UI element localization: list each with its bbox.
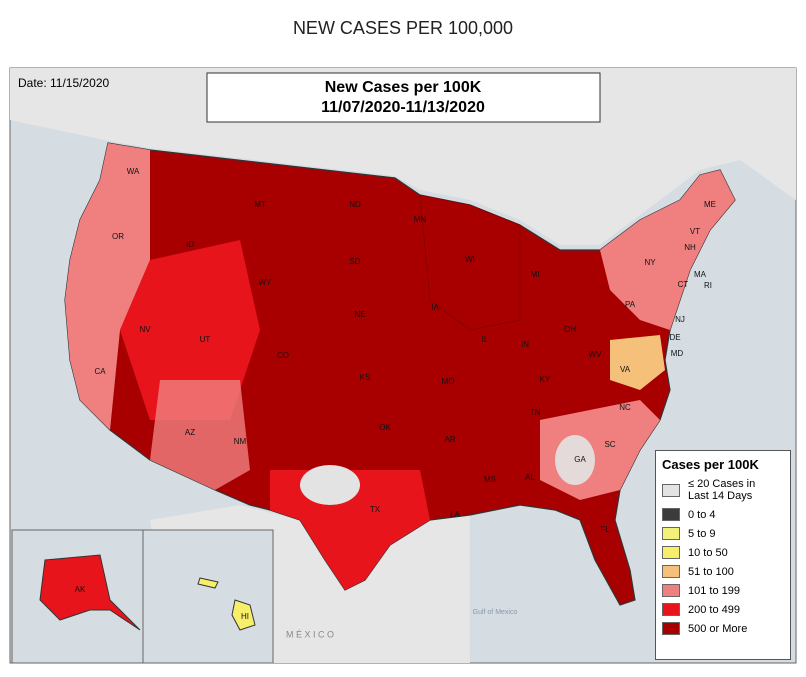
state-label: ID — [186, 240, 194, 249]
state-label: MT — [254, 200, 266, 209]
region-gray — [300, 465, 360, 505]
state-label: VT — [690, 227, 700, 236]
state-label: AK — [75, 585, 86, 594]
state-label: UT — [200, 335, 211, 344]
state-label: RI — [704, 281, 712, 290]
legend-label: ≤ 20 Cases in Last 14 Days — [688, 478, 756, 502]
legend-item: 51 to 100 — [662, 565, 784, 578]
legend-item: 500 or More — [662, 622, 784, 635]
state-label: DE — [669, 333, 680, 342]
state-label: MN — [414, 215, 427, 224]
state-label: OH — [564, 325, 576, 334]
state-label: MO — [442, 377, 455, 386]
legend-label: 0 to 4 — [688, 508, 716, 521]
state-label: KY — [540, 375, 551, 384]
state-label: NE — [354, 310, 365, 319]
hawaii — [231, 599, 256, 631]
legend-item: 101 to 199 — [662, 584, 784, 597]
state-label: IA — [431, 303, 439, 312]
state-labels: WA OR CA NV ID MT WY UT AZ NM CO ND SD NE KS OK TX MN IA MO… — [75, 167, 716, 621]
legend-item: 5 to 9 — [662, 527, 784, 540]
state-label: OR — [112, 232, 124, 241]
state-label: NH — [684, 243, 696, 252]
legend-label: 5 to 9 — [688, 527, 716, 540]
state-label: WA — [127, 167, 140, 176]
legend-item: 0 to 4 — [662, 508, 784, 521]
state-label: ND — [349, 200, 361, 209]
region-west-coast — [65, 143, 150, 430]
state-label: MS — [484, 475, 496, 484]
legend-swatch — [662, 622, 680, 635]
state-label: WI — [465, 255, 475, 264]
legend: Cases per 100K ≤ 20 Cases in Last 14 Day… — [655, 450, 791, 660]
place-label: Gulf of Mexico — [473, 609, 518, 616]
state-label: NV — [139, 325, 151, 334]
legend-item: ≤ 20 Cases in Last 14 Days — [662, 478, 784, 502]
state-label: SD — [349, 257, 360, 266]
state-label: WV — [589, 350, 603, 359]
legend-label: 200 to 499 — [688, 603, 740, 616]
state-label: NJ — [675, 315, 685, 324]
region-midwest — [419, 194, 521, 331]
region-northeast — [600, 170, 735, 330]
map-subtitle: 11/07/2020-11/13/2020 — [321, 99, 485, 116]
state-label: NY — [644, 258, 656, 267]
region-va — [610, 335, 665, 390]
alaska — [39, 554, 141, 631]
state-label: PA — [625, 300, 636, 309]
state-label: MI — [531, 270, 540, 279]
state-label: IN — [521, 340, 529, 349]
hawaii-inset — [142, 529, 274, 664]
state-label: AL — [525, 473, 535, 482]
state-label: SC — [604, 440, 615, 449]
state-label: NC — [619, 403, 631, 412]
legend-swatch — [662, 584, 680, 597]
legend-item: 10 to 50 — [662, 546, 784, 559]
region-tx — [270, 470, 430, 590]
state-label: AZ — [185, 428, 195, 437]
state-label: KS — [360, 373, 371, 382]
legend-swatch — [662, 546, 680, 559]
region-az — [150, 380, 250, 490]
state-label: HI — [241, 612, 249, 621]
region-southwest — [120, 240, 260, 420]
map-title-box — [206, 72, 601, 123]
hawaii — [197, 577, 219, 589]
place-label: M É X I C O — [286, 629, 334, 639]
state-label: LA — [450, 510, 460, 519]
map-title: New Cases per 100K — [325, 79, 482, 96]
state-label: NM — [234, 437, 247, 446]
state-label: VA — [620, 365, 631, 374]
legend-swatch — [662, 603, 680, 616]
state-label: IL — [482, 335, 489, 344]
legend-label: 101 to 199 — [688, 584, 740, 597]
state-label: MA — [694, 270, 707, 279]
state-label: CO — [277, 351, 289, 360]
state-label: ME — [704, 200, 716, 209]
region-gray — [555, 435, 595, 485]
state-label: CT — [678, 280, 689, 289]
state-label: GA — [574, 455, 586, 464]
legend-items: ≤ 20 Cases in Last 14 Days 0 to 4 5 to 9 10… — [662, 478, 784, 635]
state-label: TX — [370, 505, 381, 514]
legend-title: Cases per 100K — [662, 457, 759, 472]
legend-swatch — [662, 483, 680, 497]
state-label: FL — [600, 525, 610, 534]
legend-swatch — [662, 527, 680, 540]
page-title: NEW CASES PER 100,000 — [292, 18, 514, 38]
legend-label: 500 or More — [688, 622, 748, 635]
legend-label: 51 to 100 — [688, 565, 734, 578]
state-label: AR — [444, 435, 455, 444]
legend-swatch — [662, 508, 680, 521]
legend-label: 10 to 50 — [688, 546, 728, 559]
state-label: CA — [94, 367, 106, 376]
date: Date: 11/15/2020 — [18, 76, 110, 90]
state-label: OK — [379, 423, 391, 432]
legend-item: 200 to 499 — [662, 603, 784, 616]
state-label: WY — [259, 278, 273, 287]
state-label: TN — [530, 408, 541, 417]
legend-swatch — [662, 565, 680, 578]
state-label: MD — [671, 349, 684, 358]
